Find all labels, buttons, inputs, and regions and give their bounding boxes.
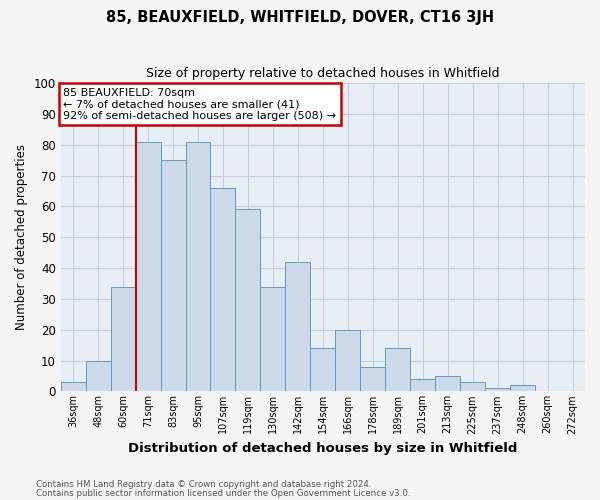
Bar [61,382,86,392]
Bar [385,348,410,392]
Bar [335,330,360,392]
Bar [460,382,485,392]
Bar [510,385,535,392]
Text: Contains public sector information licensed under the Open Government Licence v3: Contains public sector information licen… [36,488,410,498]
Bar [410,379,435,392]
Bar [110,286,136,392]
Title: Size of property relative to detached houses in Whitfield: Size of property relative to detached ho… [146,68,500,80]
Bar [161,160,185,392]
Bar [435,376,460,392]
Bar [310,348,335,392]
Bar [485,388,510,392]
Bar [86,360,110,392]
Text: 85, BEAUXFIELD, WHITFIELD, DOVER, CT16 3JH: 85, BEAUXFIELD, WHITFIELD, DOVER, CT16 3… [106,10,494,25]
Y-axis label: Number of detached properties: Number of detached properties [15,144,28,330]
Text: Contains HM Land Registry data © Crown copyright and database right 2024.: Contains HM Land Registry data © Crown c… [36,480,371,489]
Bar [260,286,286,392]
X-axis label: Distribution of detached houses by size in Whitfield: Distribution of detached houses by size … [128,442,518,455]
Text: 85 BEAUXFIELD: 70sqm
← 7% of detached houses are smaller (41)
92% of semi-detach: 85 BEAUXFIELD: 70sqm ← 7% of detached ho… [63,88,336,121]
Bar [211,188,235,392]
Bar [360,366,385,392]
Bar [136,142,161,392]
Bar [286,262,310,392]
Bar [185,142,211,392]
Bar [235,210,260,392]
